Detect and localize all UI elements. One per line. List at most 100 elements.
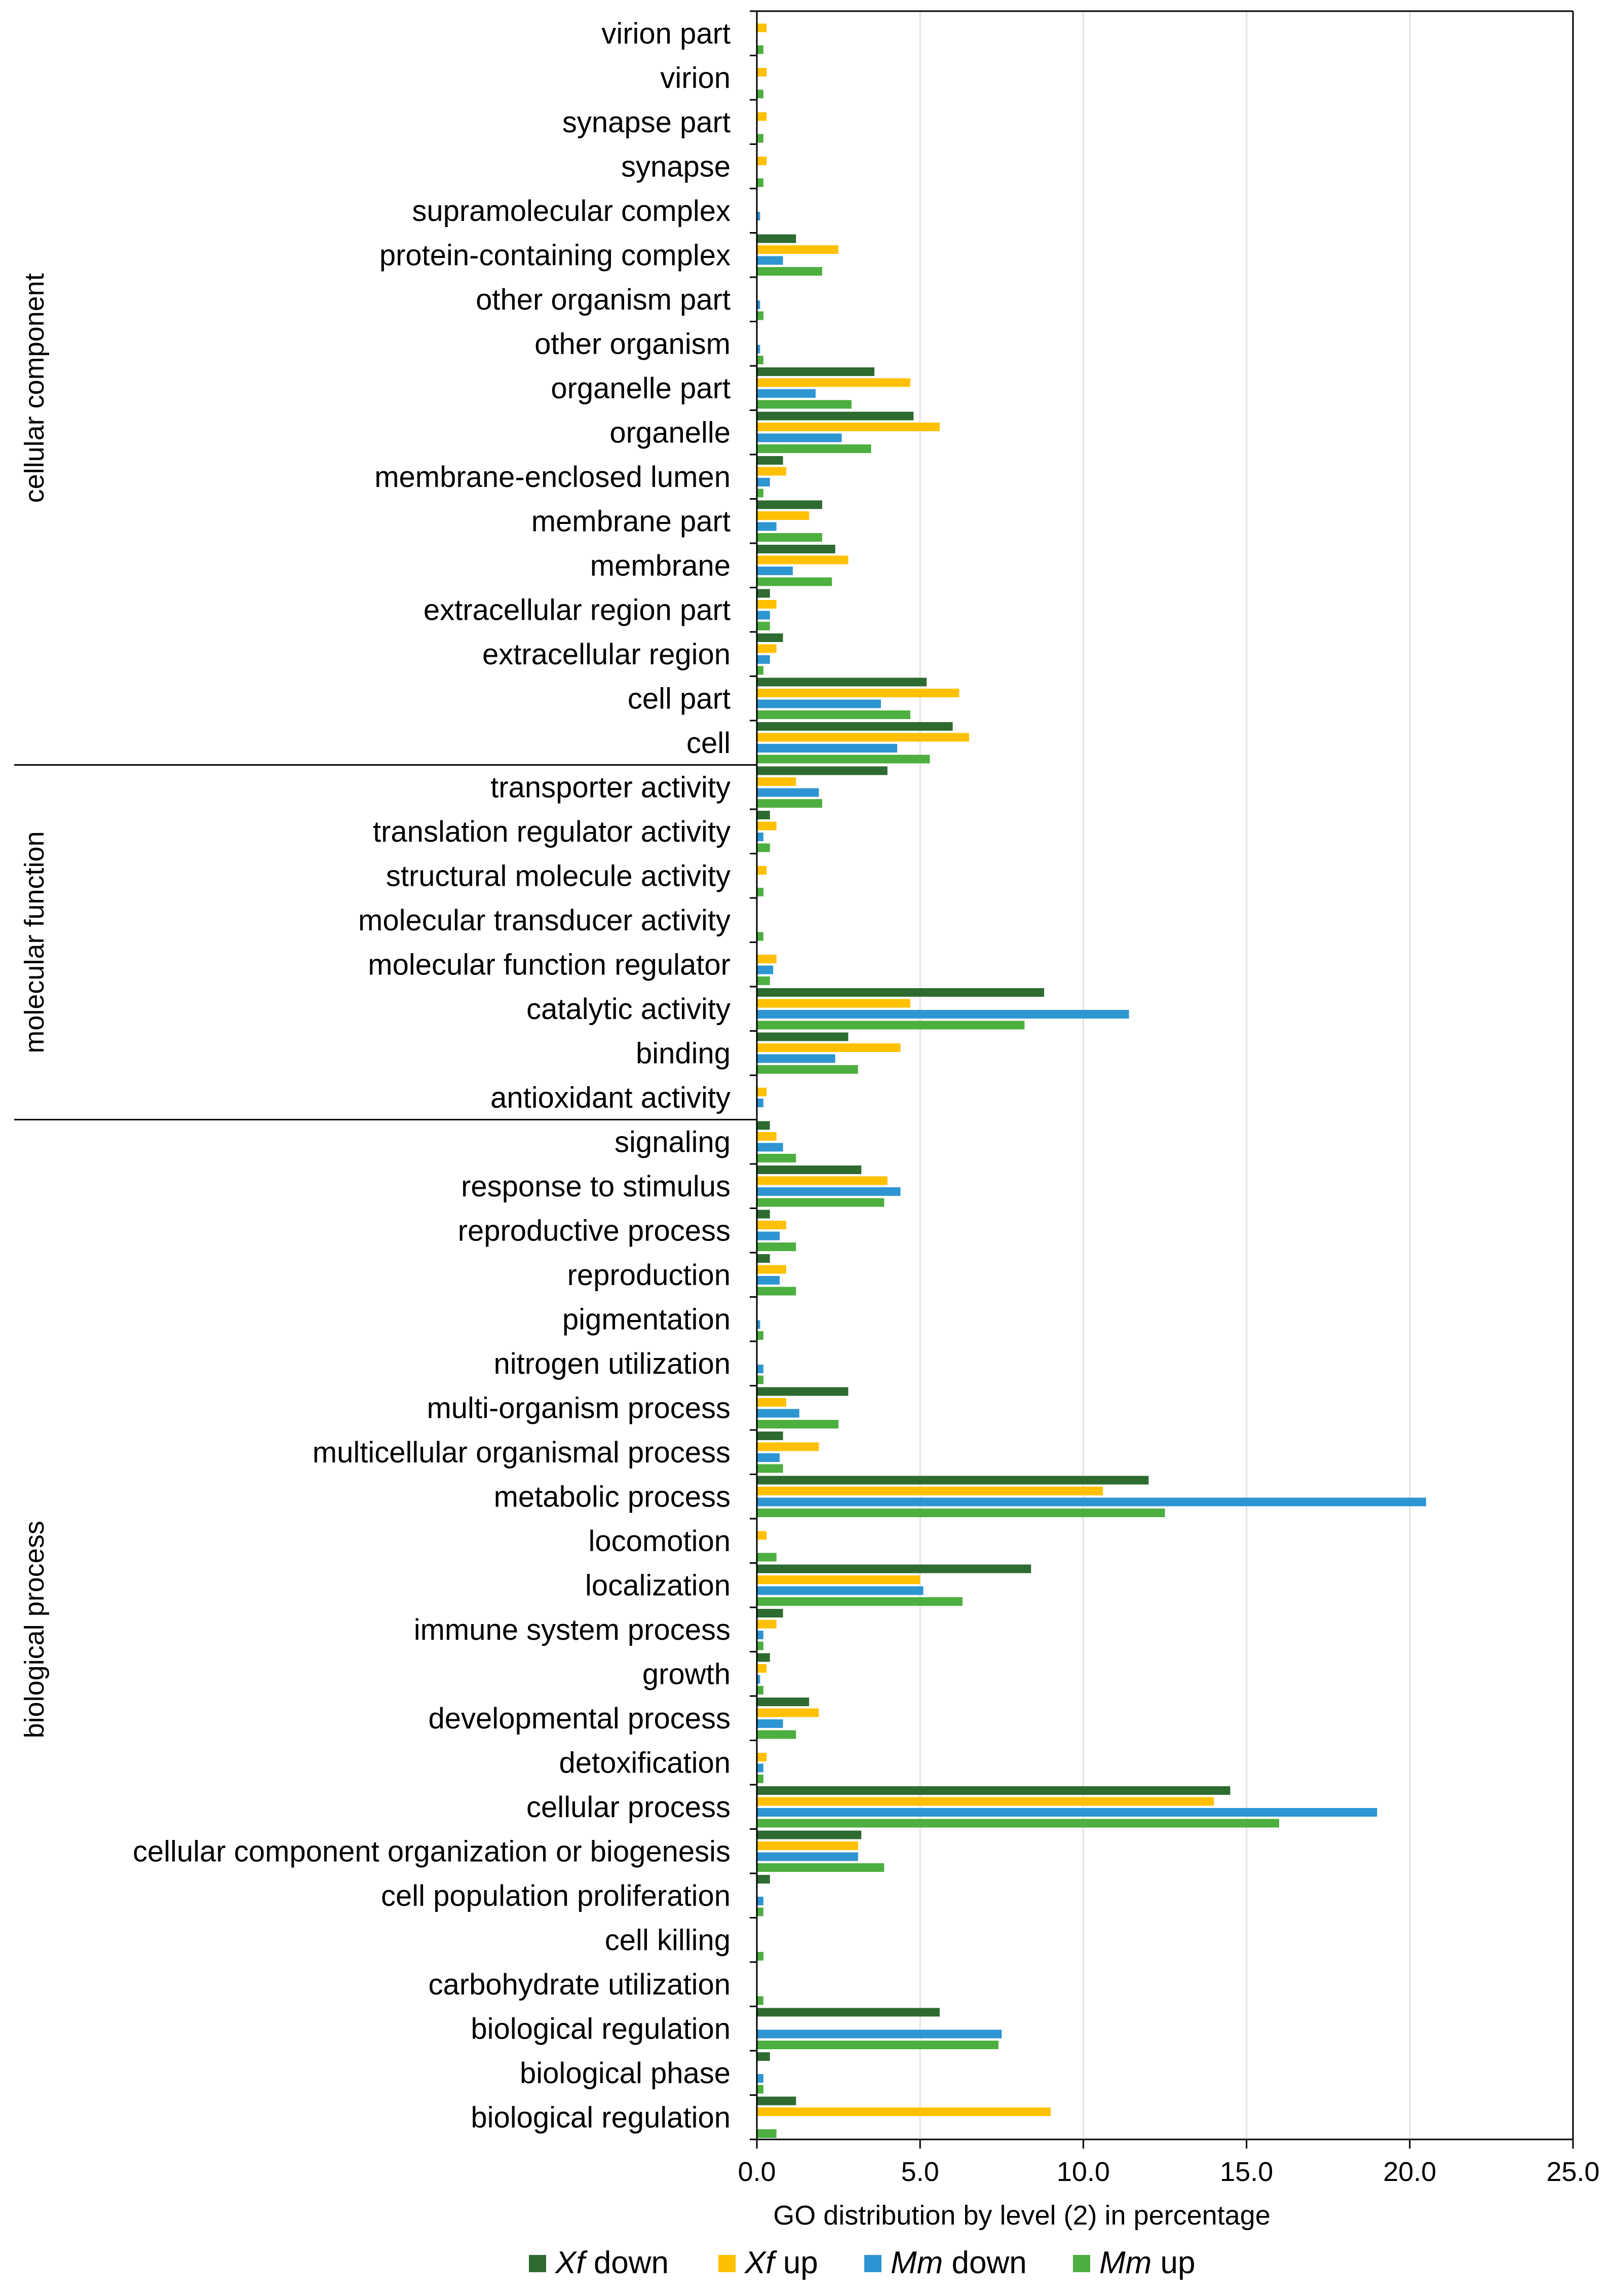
- bar: [757, 1897, 763, 1905]
- bar: [757, 367, 874, 376]
- bar: [757, 1509, 1165, 1517]
- bar: [757, 1432, 783, 1440]
- bar: [757, 689, 959, 697]
- category-label: membrane-enclosed lumen: [374, 461, 731, 494]
- category-label: cell part: [628, 682, 731, 715]
- legend-name: up: [1152, 2245, 1195, 2280]
- category-label: synapse part: [562, 106, 731, 139]
- category-label: cell: [686, 727, 731, 760]
- bar: [757, 1132, 777, 1141]
- bar: [757, 1797, 1214, 1806]
- bar: [757, 1231, 780, 1240]
- category-label: membrane part: [531, 505, 731, 538]
- category-label: other organism: [534, 327, 731, 360]
- category-label: organelle part: [551, 372, 731, 405]
- bar: [757, 1575, 920, 1584]
- bar: [757, 1287, 796, 1296]
- bar: [757, 267, 822, 276]
- bar: [757, 1808, 1377, 1817]
- bar: [757, 1497, 1426, 1507]
- legend-label: Mm down: [891, 2245, 1027, 2280]
- bar: [757, 1476, 1149, 1485]
- bar: [757, 1553, 777, 1562]
- bar: [757, 1265, 786, 1274]
- category-label: detoxification: [559, 1746, 731, 1779]
- bar: [757, 1531, 767, 1540]
- bar: [757, 1198, 885, 1207]
- bar: [757, 821, 777, 831]
- group-label: biological process: [19, 1521, 50, 1738]
- bar: [757, 157, 767, 165]
- bar: [757, 2085, 763, 2094]
- bar: [757, 1187, 901, 1196]
- bar: [757, 68, 767, 77]
- bar: [757, 545, 835, 553]
- bar: [757, 112, 767, 121]
- bar: [757, 1387, 849, 1396]
- category-label: cell killing: [605, 1924, 731, 1956]
- bar: [757, 456, 783, 465]
- bar: [757, 1409, 799, 1418]
- bar: [757, 1365, 763, 1373]
- bar: [757, 300, 760, 309]
- category-label: supramolecular complex: [412, 195, 731, 228]
- bar: [757, 622, 770, 630]
- bar: [757, 1952, 763, 1961]
- bar: [757, 833, 763, 841]
- bar: [757, 1121, 770, 1130]
- bar: [757, 488, 763, 498]
- bar: [757, 1686, 763, 1695]
- legend-swatch: [529, 2255, 546, 2272]
- category-label: virion: [660, 61, 731, 94]
- category-label: biological regulation: [471, 2101, 731, 2134]
- bar: [757, 1243, 796, 1251]
- category-label: structural molecule activity: [386, 859, 731, 892]
- bar: [757, 589, 770, 598]
- category-label: multi-organism process: [427, 1391, 731, 1424]
- legend-label: Xf down: [554, 2245, 669, 2280]
- bar: [757, 2096, 796, 2105]
- category-label: reproduction: [567, 1259, 731, 1292]
- bar: [757, 976, 770, 985]
- bar: [757, 2029, 1002, 2039]
- category-label: extracellular region part: [424, 593, 731, 626]
- x-tick-label: 25.0: [1546, 2157, 1599, 2187]
- bar: [757, 866, 767, 875]
- bar: [757, 1221, 786, 1229]
- bar: [757, 423, 940, 431]
- category-label: cellular component organization or bioge…: [133, 1835, 731, 1868]
- x-tick-label: 20.0: [1383, 2157, 1436, 2187]
- category-label: organelle: [609, 416, 731, 449]
- bar: [757, 1099, 763, 1107]
- category-label: localization: [585, 1569, 731, 1602]
- category-label: binding: [636, 1037, 731, 1070]
- bar: [757, 965, 774, 974]
- bar: [757, 1375, 763, 1384]
- bar: [757, 1719, 783, 1728]
- bar: [757, 1564, 1031, 1573]
- bar: [757, 2052, 770, 2061]
- bar: [757, 1176, 888, 1185]
- legend-swatch: [1073, 2255, 1090, 2272]
- bar: [757, 234, 796, 243]
- category-label: signaling: [615, 1125, 731, 1158]
- bar: [757, 1597, 963, 1606]
- bar: [757, 733, 969, 742]
- bar: [757, 1753, 767, 1761]
- bar: [757, 1698, 810, 1706]
- bar: [757, 1453, 780, 1462]
- bar: [757, 1708, 819, 1717]
- bar: [757, 478, 770, 486]
- legend-prefix: Xf: [744, 2245, 777, 2280]
- bar: [757, 1609, 783, 1617]
- bar: [757, 1487, 1103, 1495]
- bar: [757, 1675, 760, 1684]
- bars: [757, 23, 1426, 2138]
- bar: [757, 788, 819, 797]
- x-axis-title: GO distribution by level (2) in percenta…: [773, 2200, 1271, 2231]
- bar: [757, 555, 849, 564]
- bar: [757, 1653, 770, 1662]
- bar: [757, 1320, 760, 1329]
- category-label: locomotion: [589, 1525, 731, 1558]
- bar: [757, 722, 953, 731]
